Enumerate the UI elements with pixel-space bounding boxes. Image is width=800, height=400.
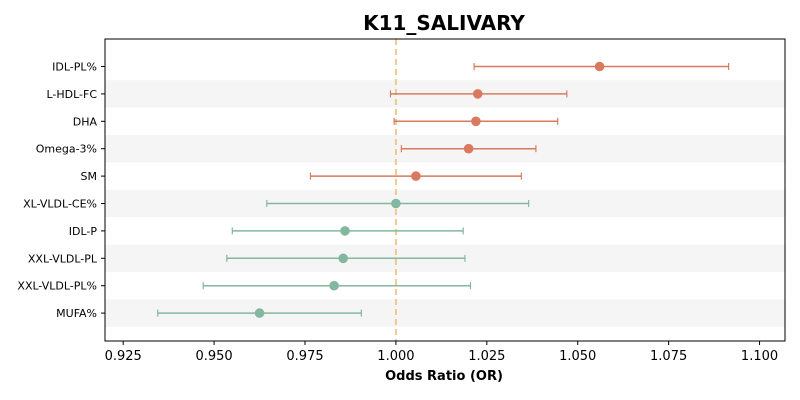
forest-row: MUFA%: [56, 307, 362, 320]
plot-frame: [104, 38, 786, 342]
x-tick-label: 1.025: [468, 349, 505, 364]
category-label: XXL-VLDL-PL%: [17, 280, 97, 293]
chart-title: K11_SALIVARY: [363, 11, 525, 35]
category-label: Omega-3%: [36, 143, 97, 156]
x-tick-label: 0.975: [286, 349, 323, 364]
forest-row: IDL-P: [69, 225, 464, 238]
axes: 0.925 0.950 0.975 1.000 1.025 1.050 1.075 1.100: [104, 38, 786, 364]
category-label: XL-VLDL-CE%: [23, 198, 97, 211]
x-tick-label: 1.075: [650, 349, 687, 364]
x-tick-label: 1.000: [377, 349, 414, 364]
category-label: XXL-VLDL-PL: [28, 252, 98, 265]
data-points: IDL-PL% L-HDL-FC DHA Omega-3% SM XL-VLDL-CE% I…: [17, 61, 730, 320]
odds-ratio-point: [594, 61, 605, 72]
forest-row: DHA: [73, 115, 559, 128]
odds-ratio-point: [391, 198, 401, 209]
x-tick-label: 0.925: [105, 349, 142, 364]
forest-row: IDL-PL%: [52, 61, 730, 74]
x-tick-label: 1.050: [559, 349, 596, 364]
forest-row: XXL-VLDL-PL%: [17, 280, 472, 293]
forest-row: XL-VLDL-CE%: [23, 198, 530, 211]
category-label: L-HDL-FC: [46, 88, 97, 101]
forest-row: XXL-VLDL-PL: [28, 252, 466, 265]
odds-ratio-point: [463, 143, 474, 154]
category-label: MUFA%: [56, 307, 97, 320]
forest-row: Omega-3%: [36, 143, 537, 156]
odds-ratio-point: [329, 280, 339, 291]
odds-ratio-point: [471, 116, 481, 127]
forest-row: L-HDL-FC: [46, 88, 568, 101]
x-tick-label: 1.100: [741, 349, 778, 364]
category-label: DHA: [73, 115, 98, 128]
odds-ratio-point: [254, 308, 265, 318]
category-label: IDL-PL%: [52, 61, 97, 74]
odds-ratio-point: [472, 89, 483, 99]
forest-row: SM: [81, 170, 522, 183]
category-label: IDL-P: [69, 225, 98, 238]
x-axis-label: Odds Ratio (OR): [385, 369, 503, 384]
odds-ratio-point: [340, 226, 350, 236]
category-label: SM: [81, 170, 97, 183]
x-tick-label: 0.950: [195, 349, 232, 364]
odds-ratio-point: [338, 253, 348, 264]
odds-ratio-point: [411, 171, 421, 181]
